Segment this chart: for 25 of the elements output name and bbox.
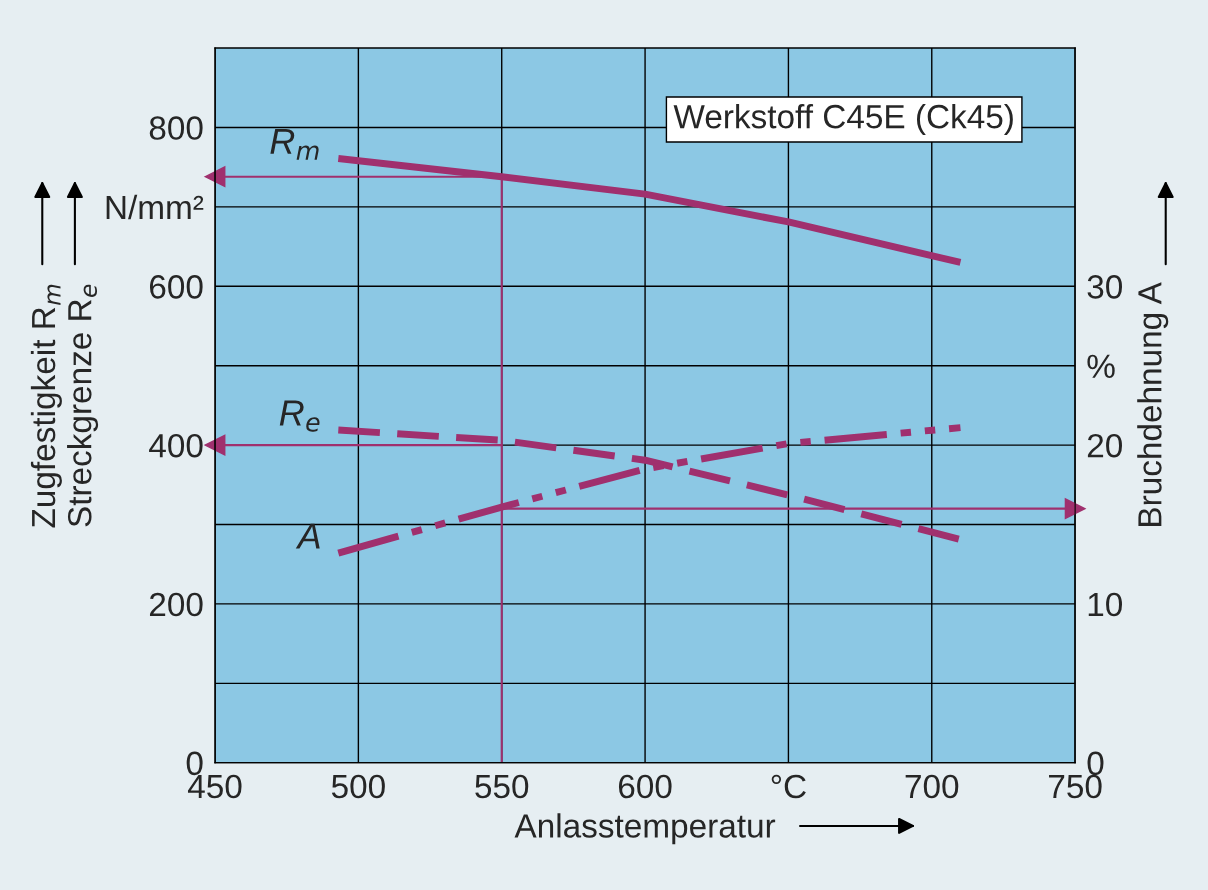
x-axis-title: Anlasstemperatur: [514, 813, 776, 845]
y-tick-label: N/mm²: [106, 194, 204, 220]
y-tick-label: 400: [149, 433, 203, 458]
x-tick-label: 500: [331, 774, 385, 799]
x-tick-label: 600: [618, 774, 672, 799]
y-axis-title: Zugfestigkeit R$_{m}$ Streckgrenze R$_{e}$: [30, 284, 99, 528]
y-tick-label: 0: [186, 751, 203, 776]
x-tick-label: 700: [905, 774, 959, 799]
series-label: R$_{m}$: [270, 128, 319, 160]
y2-axis-title: Bruchdehnung A: [1137, 282, 1169, 526]
y-tick-label: 600: [150, 275, 203, 299]
x-tick-label: 750: [1049, 774, 1102, 799]
x-tick-label: 550: [475, 774, 529, 799]
series-label: R$_{e}$: [279, 400, 320, 432]
series-label: A: [295, 523, 320, 549]
x-tick-label: 450: [187, 774, 242, 799]
annotation: Werkstoff C45E (Ck45): [673, 103, 1013, 136]
y2-tick-label: 20: [1087, 433, 1122, 458]
y-tick-label: 200: [149, 592, 203, 617]
y2-tick-label: 30: [1087, 275, 1122, 299]
x-tick-label: °C: [771, 774, 806, 799]
y-tick-label: 800: [149, 116, 203, 140]
y2-tick-label: %: [1087, 354, 1115, 378]
y2-tick-label: 0: [1087, 751, 1104, 776]
y2-tick-label: 10: [1088, 592, 1122, 617]
